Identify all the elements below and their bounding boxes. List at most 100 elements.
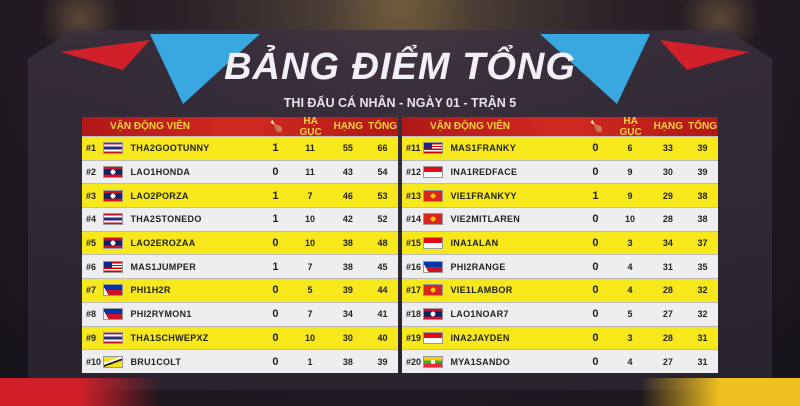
player-name: INA1REDFACE xyxy=(450,167,518,178)
flag-lao-icon xyxy=(103,237,123,250)
flag-vie-icon xyxy=(423,213,443,226)
flag-tha-icon xyxy=(103,142,123,155)
kills: 10 xyxy=(304,238,315,249)
table-row: #20 MYA1SANDO 0 4 27 31 xyxy=(402,349,718,373)
header-player: VẬN ĐỘNG VIÊN xyxy=(110,121,191,132)
total-points: 32 xyxy=(697,285,708,296)
table-row: #6 MAS1JUMPER 1 7 38 45 xyxy=(82,254,398,279)
total-points: 39 xyxy=(697,167,708,178)
table-row: #3 LAO2PORZA 1 7 46 53 xyxy=(82,183,398,208)
total-points: 41 xyxy=(377,309,388,320)
kills: 7 xyxy=(307,309,313,320)
rank: #20 xyxy=(406,356,422,367)
kills: 5 xyxy=(307,285,313,296)
wins: 0 xyxy=(592,213,599,226)
total-points: 44 xyxy=(377,285,388,296)
rank: #1 xyxy=(86,143,97,154)
table-row: #16 PHI2RANGE 0 4 31 35 xyxy=(402,254,718,279)
kills: 3 xyxy=(627,332,633,343)
kills: 4 xyxy=(627,356,633,367)
wins: 0 xyxy=(592,308,599,321)
wins: 0 xyxy=(592,355,599,368)
flag-mas-icon xyxy=(423,142,443,155)
placement-points: 28 xyxy=(662,285,673,296)
placement-points: 38 xyxy=(342,356,353,367)
table-row: #1 THA2GOOTUNNY 1 11 55 66 xyxy=(82,136,398,160)
flag-ina-icon xyxy=(423,166,443,179)
placement-points: 42 xyxy=(342,214,353,225)
player-name: VIE1FRANKYY xyxy=(450,190,517,201)
total-points: 31 xyxy=(697,332,708,343)
table-row: #8 PHI2RYMON1 0 7 34 41 xyxy=(82,301,398,326)
table-row: #4 THA2STONEDO 1 10 42 52 xyxy=(82,207,398,231)
wins: 1 xyxy=(592,189,599,202)
flag-tha-icon xyxy=(103,331,123,344)
table-header: VẬN ĐỘNG VIÊN 🍗 HẠ GỤC HẠNG TỔNG xyxy=(402,116,718,138)
table-row: #11 MAS1FRANKY 0 6 33 39 xyxy=(402,136,718,160)
wins: 0 xyxy=(592,166,599,179)
placement-points: 29 xyxy=(662,190,673,201)
header-player: VẬN ĐỘNG VIÊN xyxy=(430,121,511,132)
rank: #14 xyxy=(406,214,422,225)
wins: 1 xyxy=(272,142,279,155)
wins: 0 xyxy=(272,237,279,250)
kills: 4 xyxy=(627,261,633,272)
total-points: 48 xyxy=(377,238,388,249)
chicken-dinner-icon: 🍗 xyxy=(269,121,284,133)
rank: #11 xyxy=(406,143,421,154)
flag-phi-icon xyxy=(423,260,443,273)
placement-points: 30 xyxy=(342,332,353,343)
total-points: 45 xyxy=(377,261,388,272)
placement-points: 33 xyxy=(662,143,673,154)
kills: 3 xyxy=(627,238,633,249)
flag-ina-icon xyxy=(423,237,443,250)
rank: #2 xyxy=(86,167,97,178)
kills: 9 xyxy=(627,190,633,201)
rank: #17 xyxy=(406,285,422,296)
player-name: MAS1JUMPER xyxy=(130,261,197,272)
wins: 0 xyxy=(592,284,599,297)
table-header: VẬN ĐỘNG VIÊN 🍗 HẠ GỤC HẠNG TỔNG xyxy=(82,116,398,138)
table-row: #5 LAO2EROZAA 0 10 38 48 xyxy=(82,230,398,255)
wins: 0 xyxy=(272,331,279,344)
table-row: #19 INA2JAYDEN 0 3 28 31 xyxy=(402,325,718,350)
flag-bru-icon xyxy=(103,355,123,368)
rank: #6 xyxy=(86,261,97,272)
player-name: LAO1HONDA xyxy=(130,167,191,178)
placement-points: 30 xyxy=(662,167,673,178)
placement-points: 38 xyxy=(342,261,353,272)
player-name: LAO1NOAR7 xyxy=(450,309,509,320)
total-points: 38 xyxy=(697,190,708,201)
placement-points: 43 xyxy=(342,167,353,178)
player-name: VIE2MITLAREN xyxy=(450,214,521,225)
standings-table-left: VẬN ĐỘNG VIÊN 🍗 HẠ GỤC HẠNG TỔNG #1 THA2… xyxy=(82,116,398,373)
wins: 0 xyxy=(272,308,279,321)
player-name: THA2STONEDO xyxy=(130,214,202,225)
total-points: 39 xyxy=(377,356,388,367)
flag-mas-icon xyxy=(103,260,123,273)
header-placement: HẠNG xyxy=(333,121,364,132)
total-points: 53 xyxy=(377,190,388,201)
table-row: #18 LAO1NOAR7 0 5 27 32 xyxy=(402,301,718,326)
flag-phi-icon xyxy=(103,284,123,297)
flag-phi-icon xyxy=(103,308,123,321)
player-name: INA1ALAN xyxy=(450,238,499,249)
flag-mya-icon xyxy=(423,355,443,368)
placement-points: 31 xyxy=(662,261,673,272)
flag-lao-icon xyxy=(103,166,123,179)
total-points: 37 xyxy=(697,238,708,249)
player-name: PHI2RANGE xyxy=(450,261,506,272)
rank: #4 xyxy=(86,214,97,225)
table-row: #2 LAO1HONDA 0 11 43 54 xyxy=(82,159,398,184)
wins: 1 xyxy=(272,213,279,226)
table-row: #14 VIE2MITLAREN 0 10 28 38 xyxy=(402,207,718,231)
kills: 1 xyxy=(307,356,313,367)
placement-points: 38 xyxy=(342,238,353,249)
placement-points: 39 xyxy=(342,285,353,296)
placement-points: 28 xyxy=(662,214,673,225)
wins: 1 xyxy=(272,189,279,202)
rank: #19 xyxy=(406,332,422,343)
player-name: PHI2RYMON1 xyxy=(130,309,192,320)
placement-points: 34 xyxy=(662,238,673,249)
wins: 0 xyxy=(592,237,599,250)
